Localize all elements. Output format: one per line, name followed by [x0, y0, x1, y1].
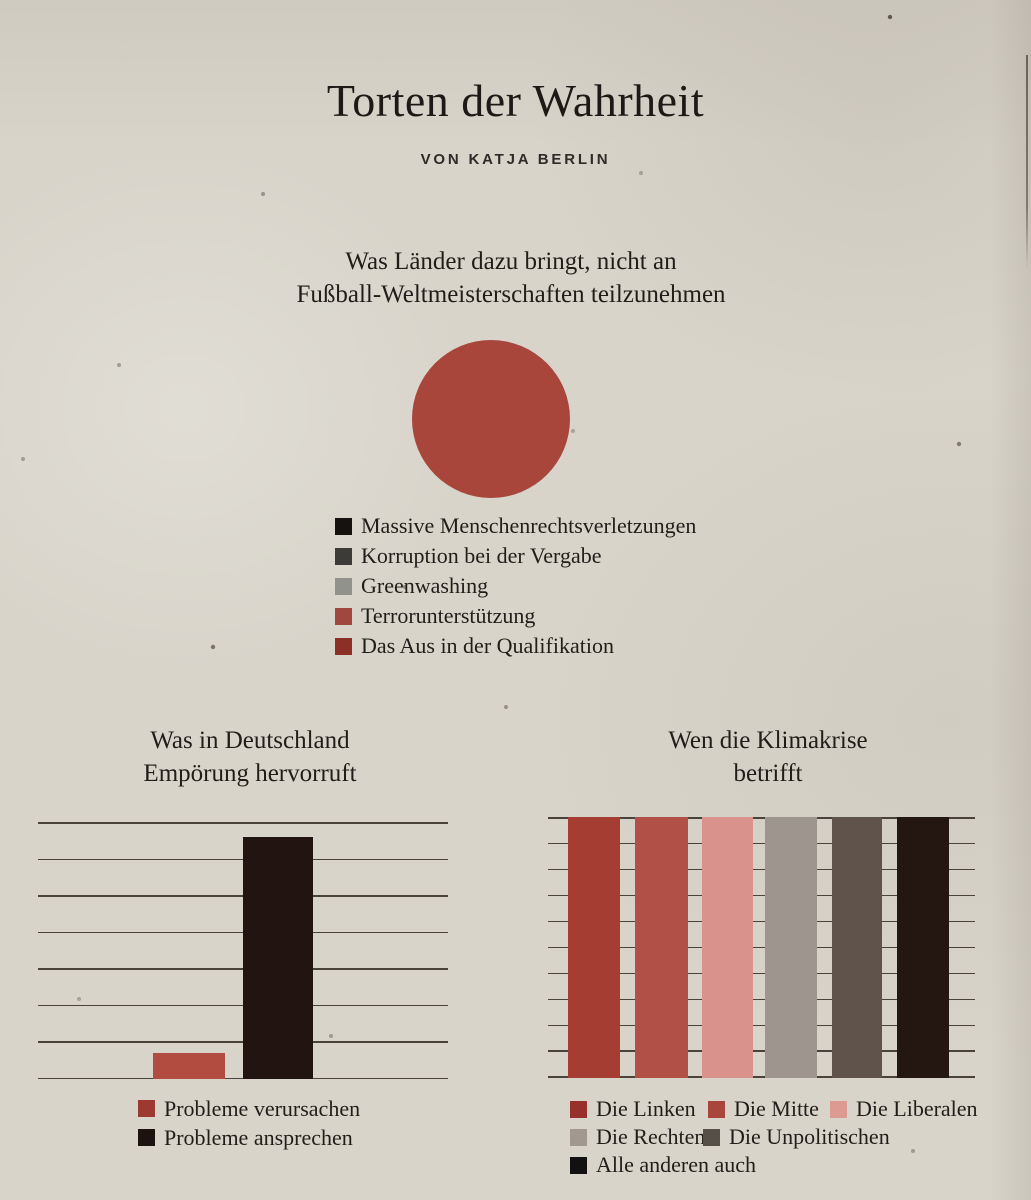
right-bar-chart-title-line1: Wen die Klimakrise	[668, 727, 868, 754]
left-bar-chart-plot	[38, 822, 448, 1079]
legend-swatch	[335, 637, 352, 655]
gridline	[548, 817, 975, 819]
gridline	[38, 822, 448, 824]
pie-chart-title-line2: Fußball-Weltmeisterschaften teilzunehmen	[296, 281, 726, 308]
legend-swatch	[830, 1100, 847, 1118]
gridline	[548, 1076, 975, 1078]
legend-swatch	[570, 1100, 587, 1118]
left-chart-legend: Probleme verursachen Probleme ansprechen	[138, 1094, 360, 1152]
bar-alle-anderen-auch	[897, 817, 949, 1078]
legend-swatch	[703, 1128, 720, 1146]
left-bar-chart-title: Was in Deutschland Empörung hervorruft	[40, 724, 460, 790]
legend-label: Probleme ansprechen	[164, 1124, 353, 1150]
legend-item: Probleme verursachen	[138, 1094, 360, 1123]
left-bar-chart-title-line1: Was in Deutschland	[150, 727, 350, 754]
gridline	[548, 1024, 975, 1026]
legend-item: Greenwashing	[335, 571, 696, 601]
left-bar-chart-title-line2: Empörung hervorruft	[143, 760, 357, 787]
legend-label: Korruption bei der Vergabe	[361, 543, 602, 568]
legend-label: Terrorunterstützung	[361, 603, 536, 628]
legend-item: Die Unpolitischen	[703, 1124, 890, 1150]
legend-label: Die Linken	[596, 1096, 696, 1121]
right-bar-chart-plot	[548, 817, 975, 1078]
page-title: Torten der Wahrheit	[326, 75, 705, 126]
gridline	[548, 842, 975, 845]
paper-specks	[0, 0, 2, 2]
legend-swatch	[138, 1129, 155, 1146]
right-bar-chart-title: Wen die Klimakrise betrifft	[558, 724, 978, 790]
legend-item: Terrorunterstützung	[335, 601, 696, 631]
bar-die-mitte	[635, 817, 688, 1078]
legend-item: Alle anderen auch	[570, 1152, 756, 1178]
gridline	[548, 946, 975, 949]
bar-probleme-verursachen	[153, 1053, 225, 1079]
legend-swatch	[335, 577, 352, 595]
bar-die-rechten	[765, 817, 817, 1078]
gridline	[548, 920, 975, 923]
right-chart-gridlines	[548, 817, 975, 1078]
pie-legend: Massive Menschenrechtsverletzungen Korru…	[335, 511, 696, 661]
newspaper-column-rule	[1026, 55, 1028, 270]
legend-item: Die Rechten	[570, 1124, 705, 1150]
legend-label: Alle anderen auch	[596, 1152, 757, 1177]
legend-label: Die Mitte	[734, 1096, 819, 1121]
legend-swatch	[570, 1128, 587, 1146]
legend-item: Korruption bei der Vergabe	[335, 541, 696, 571]
legend-label: Probleme verursachen	[164, 1095, 361, 1121]
gridline	[548, 868, 975, 871]
legend-item: Das Aus in der Qualifikation	[335, 631, 696, 661]
right-bar-chart-title-line2: betrifft	[733, 760, 803, 787]
legend-swatch	[335, 607, 352, 625]
legend-label: Die Liberalen	[856, 1096, 978, 1121]
bar-die-liberalen	[702, 817, 753, 1078]
legend-swatch	[138, 1100, 155, 1117]
legend-swatch	[570, 1156, 587, 1174]
legend-label: Greenwashing	[361, 573, 489, 598]
pie-chart-title-line1: Was Länder dazu bringt, nicht an	[345, 248, 677, 275]
bar-die-unpolitischen	[832, 817, 882, 1078]
gridline	[548, 1050, 975, 1052]
legend-label: Die Rechten	[596, 1124, 706, 1149]
gridline	[548, 998, 975, 1001]
bar-probleme-ansprechen	[243, 837, 313, 1079]
legend-item: Massive Menschenrechtsverletzungen	[335, 511, 696, 541]
legend-item: Die Linken	[570, 1096, 696, 1122]
byline: VON KATJA BERLIN	[420, 151, 611, 168]
legend-label: Das Aus in der Qualifikation	[361, 633, 614, 658]
legend-swatch	[335, 547, 352, 565]
legend-swatch	[708, 1100, 725, 1118]
legend-label: Die Unpolitischen	[729, 1124, 890, 1149]
gridline	[548, 972, 975, 975]
pie-chart	[412, 340, 570, 498]
legend-item: Die Mitte	[708, 1096, 819, 1122]
legend-swatch	[335, 517, 352, 535]
gridline	[548, 894, 975, 897]
legend-item: Die Liberalen	[830, 1096, 978, 1122]
legend-label: Massive Menschenrechtsverletzungen	[361, 513, 697, 538]
legend-item: Probleme ansprechen	[138, 1123, 360, 1152]
bar-die-linken	[568, 817, 620, 1078]
pie-chart-title: Was Länder dazu bringt, nicht an Fußball…	[166, 245, 856, 311]
